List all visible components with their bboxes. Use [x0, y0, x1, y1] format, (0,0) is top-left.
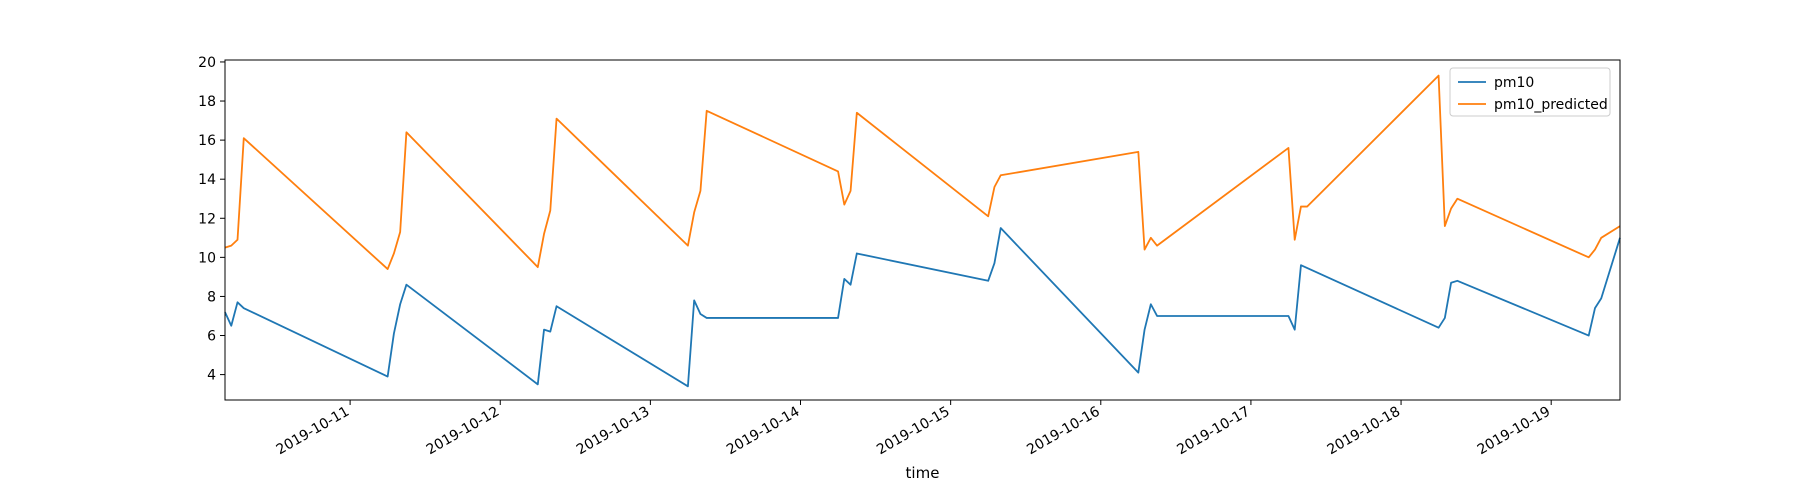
y-tick-label: 20: [198, 55, 216, 71]
y-tick-label: 12: [198, 211, 216, 227]
series-line-pm10-predicted: [224, 74, 1621, 270]
legend-box: [1449, 67, 1611, 117]
y-tick-label: 16: [198, 133, 216, 149]
y-tick-label: 18: [198, 94, 216, 110]
y-axis: 4 6 8 10 12 14 16 18 20: [198, 55, 225, 384]
y-tick-label: 4: [207, 368, 216, 384]
y-tick-label: 14: [198, 172, 216, 188]
series-line-pm10: [224, 227, 1621, 388]
plot-area: [224, 59, 1621, 401]
y-tick-label: 8: [207, 289, 216, 305]
x-axis-title: time: [906, 464, 940, 482]
legend-label: pm10_predicted: [1494, 97, 1608, 113]
plot-frame: [224, 59, 1621, 401]
legend: pm10 pm10_predicted: [1449, 67, 1611, 117]
y-tick-label: 6: [207, 329, 216, 345]
legend-label: pm10: [1494, 75, 1534, 91]
y-tick-label: 10: [198, 250, 216, 266]
